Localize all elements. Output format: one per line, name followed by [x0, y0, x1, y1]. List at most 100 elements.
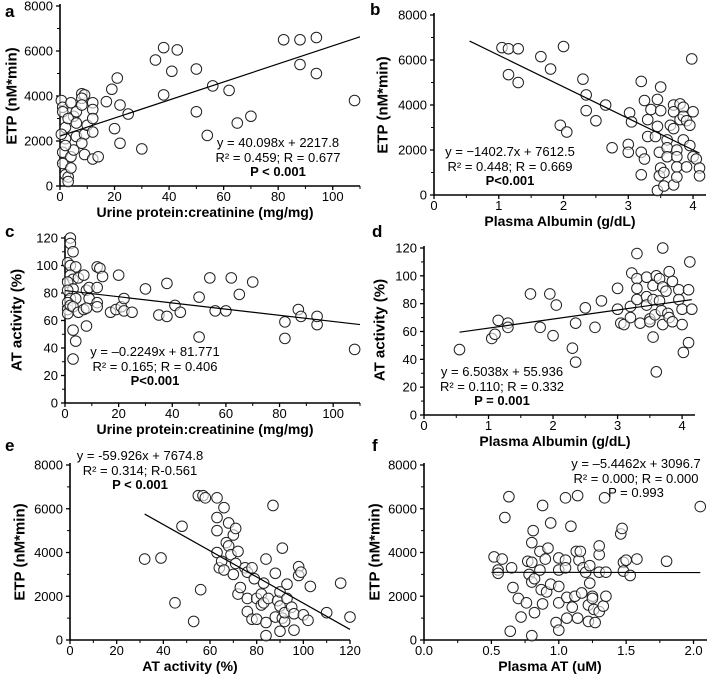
- data-point: [666, 315, 679, 328]
- data-point: [552, 624, 565, 636]
- data-point: [65, 96, 77, 109]
- data-point: [583, 577, 596, 589]
- data-point: [693, 170, 706, 182]
- data-point: [677, 346, 690, 359]
- x-tick-label: 20: [109, 643, 123, 658]
- r-values: R² = 0.459; R = 0.677: [215, 149, 341, 165]
- x-axis-label-f: Plasma AT (uM): [498, 658, 602, 674]
- data-point: [634, 317, 646, 329]
- data-point: [671, 150, 683, 163]
- x-tick-label: 80: [271, 189, 285, 204]
- data-point: [638, 153, 651, 165]
- data-point: [169, 597, 181, 609]
- y-tick-label: 4000: [398, 98, 427, 113]
- data-point: [631, 247, 643, 260]
- data-point: [580, 89, 592, 101]
- data-point: [67, 324, 79, 336]
- data-point: [245, 110, 257, 123]
- panel-letter-d: d: [372, 222, 383, 241]
- data-point: [534, 564, 546, 576]
- data-point: [589, 616, 601, 629]
- x-tick-label: 40: [156, 643, 170, 658]
- data-point: [526, 629, 538, 642]
- data-point: [229, 522, 242, 535]
- data-point: [536, 598, 549, 610]
- data-point: [547, 329, 559, 342]
- panel-a: 0 2000 4000 6000 8000 0 20 40 60 80 100: [24, 0, 361, 204]
- data-point: [645, 103, 657, 116]
- data-point: [535, 50, 547, 63]
- x-tick-label: 1.0: [550, 643, 568, 658]
- equation: y = -59.926x + 7674.8: [76, 448, 204, 463]
- data-point: [211, 492, 223, 504]
- data-point: [499, 511, 511, 524]
- x-tick-label: 100: [292, 643, 314, 658]
- data-point: [126, 306, 138, 319]
- data-point: [138, 553, 151, 565]
- data-point: [682, 336, 695, 349]
- data-point: [589, 321, 601, 334]
- data-point: [62, 175, 74, 188]
- data-point: [218, 564, 230, 576]
- regression-annotation-e: y = -59.926x + 7674.8 R² = 0.314; R-0.56…: [76, 448, 204, 493]
- data-point: [667, 105, 680, 118]
- data-point: [70, 117, 83, 129]
- data-point: [76, 99, 88, 111]
- data-point: [118, 292, 130, 305]
- data-point: [616, 522, 628, 535]
- y-axis-label-f: ETP (nM*min): [366, 503, 384, 601]
- y-tick-label: 0: [410, 633, 417, 648]
- data-point: [86, 112, 99, 125]
- y-tick-label: 6000: [388, 501, 417, 516]
- data-point: [580, 104, 592, 117]
- data-point: [566, 601, 579, 613]
- data-point: [597, 600, 610, 612]
- data-point: [59, 139, 72, 152]
- panel-letter-b: b: [370, 0, 381, 19]
- x-tick-label: 1: [495, 198, 502, 213]
- data-point: [80, 320, 93, 332]
- data-point: [211, 511, 223, 524]
- data-point: [684, 139, 696, 152]
- data-point: [76, 137, 88, 150]
- r-values: R² = 0.314; R-0.561: [82, 462, 198, 478]
- data-point: [512, 76, 524, 89]
- panel-letter-a: a: [5, 2, 15, 21]
- data-point: [577, 73, 589, 85]
- panel-c: 0 20 40 60 80 100 120 0 20 40 60 80 100: [36, 231, 361, 421]
- data-point: [658, 180, 670, 192]
- data-point: [161, 277, 173, 290]
- data-point: [631, 293, 643, 306]
- data-point: [583, 559, 596, 572]
- data-point: [660, 555, 673, 568]
- data-point: [673, 293, 685, 306]
- x-axis-label-c: Urine protein:creatinine (mg/mg): [96, 421, 314, 437]
- data-point: [276, 542, 289, 554]
- panel-e: 0 2000 4000 6000 8000 0 20 40 60 80 100 120: [34, 458, 361, 659]
- data-point: [651, 93, 664, 106]
- data-point: [663, 265, 675, 278]
- p-value: P = 0.993: [608, 485, 664, 500]
- data-point: [520, 597, 533, 609]
- data-point: [496, 553, 508, 565]
- data-point: [507, 581, 519, 594]
- regression-line: [144, 513, 351, 630]
- regression-line: [64, 289, 361, 326]
- y-axis-label-b: ETP (nM*min): [374, 56, 392, 154]
- data-point: [246, 562, 258, 574]
- y-axis-label-d: AT activity (%): [371, 278, 389, 382]
- data-point: [694, 500, 707, 513]
- panel-letter-f: f: [372, 436, 378, 455]
- data-point: [528, 572, 541, 585]
- x-tick-label: 120: [339, 643, 361, 658]
- data-point: [590, 114, 602, 127]
- y-tick-label: 8000: [388, 458, 417, 473]
- data-point: [544, 517, 557, 529]
- x-tick-label: 2.0: [684, 643, 702, 658]
- data-point: [96, 270, 109, 283]
- data-point: [624, 311, 637, 324]
- data-point: [155, 552, 167, 564]
- x-axis-label-e: AT activity (%): [142, 658, 238, 674]
- y-tick-label: 100: [36, 258, 58, 273]
- y-tick-label: 0: [420, 188, 427, 203]
